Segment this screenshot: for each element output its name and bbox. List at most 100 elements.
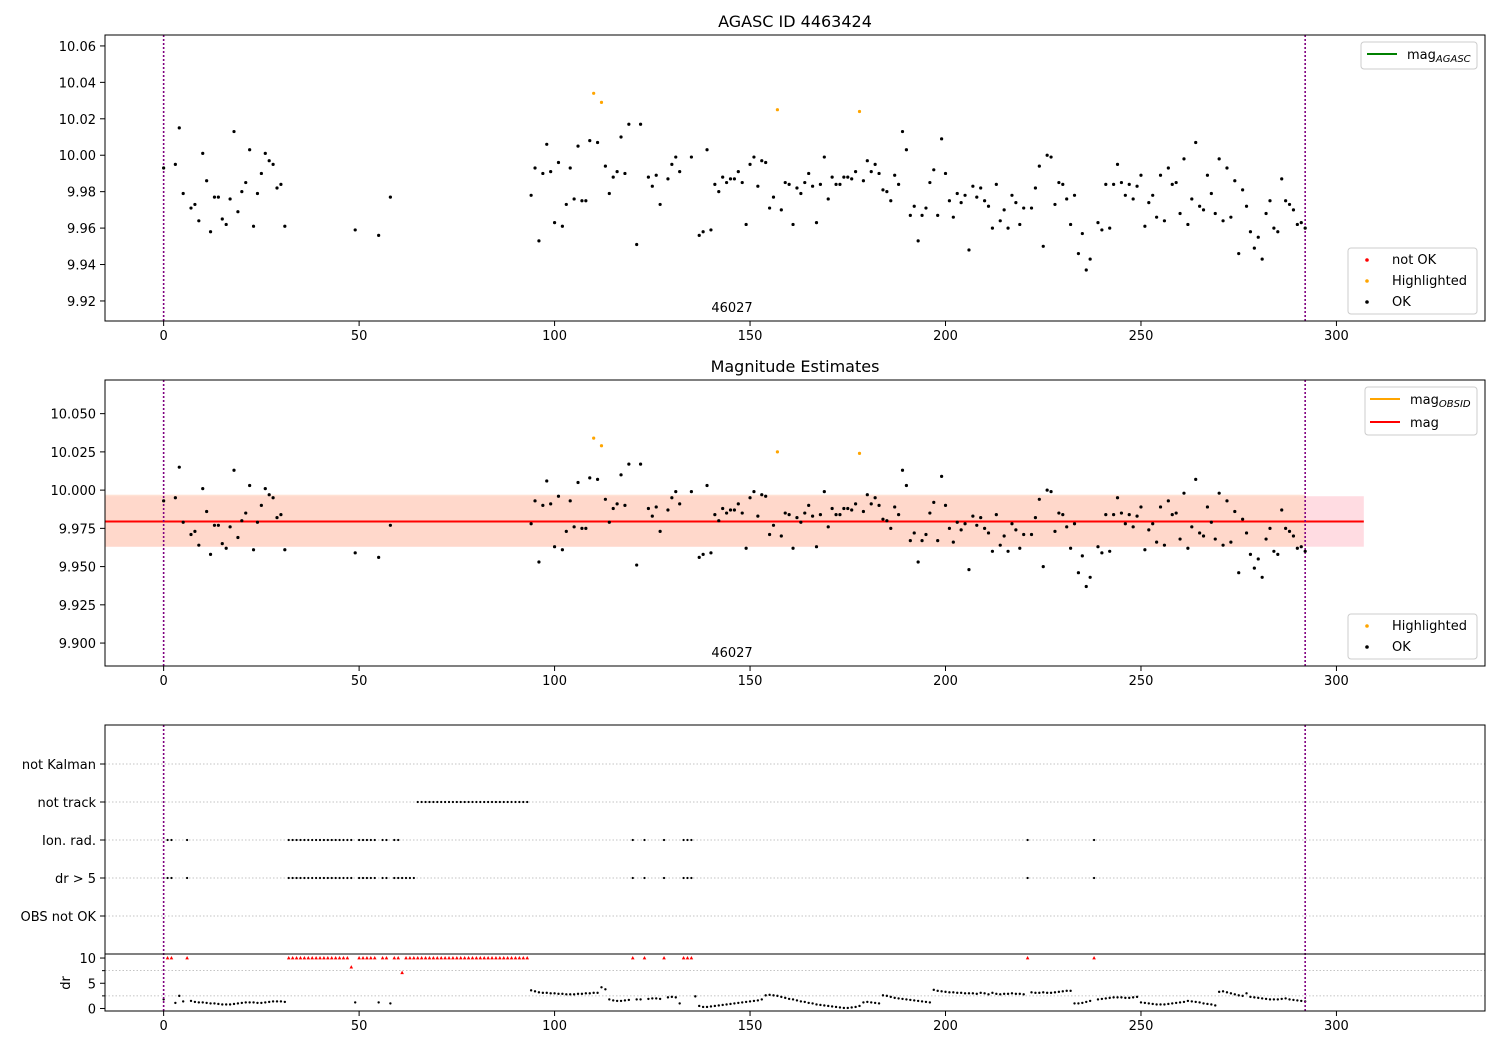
p3-dr-point-dr	[701, 1005, 705, 1009]
p3-dr-point-dr	[819, 1003, 822, 1007]
p3-flag-point-ion-rad	[170, 838, 173, 842]
p3-flag-point-dr-gt-5	[393, 876, 396, 880]
p3-flag-point-dr-gt-5	[1026, 876, 1029, 880]
p1-point-ok	[1170, 182, 1174, 186]
p2-point-ok	[1104, 512, 1108, 517]
p2-point-ok	[896, 512, 901, 517]
p1-point-ok	[979, 186, 983, 190]
p1-ytick-label: 10.02	[59, 113, 96, 128]
p2-point-ok	[803, 511, 807, 515]
p3-flag-point-ion-rad	[166, 838, 169, 842]
p3-dr-point-dr	[1006, 992, 1010, 996]
p3-dr-point-dr	[1085, 1000, 1088, 1004]
legend-highlighted-marker	[1365, 279, 1369, 283]
p2-point-ok	[810, 514, 815, 518]
panel1-legend-lower: not OK Highlighted OK	[1347, 247, 1478, 315]
p3-dr-point-dr	[635, 998, 638, 1001]
p1-xtick-label: 50	[351, 329, 368, 344]
legend-mag-agasc-label: magAGASC	[1407, 48, 1471, 65]
p3-dr-point-not-ok	[470, 956, 475, 960]
p1-point-ok	[1104, 182, 1108, 186]
p3-dr-point-not-ok	[365, 956, 369, 960]
p3-dr-point-not-ok	[318, 956, 322, 960]
p2-point-ok	[1225, 499, 1229, 503]
p1-point-ok	[607, 191, 611, 196]
p1-point-ok	[713, 182, 717, 186]
p3-category-label: OBS not OK	[21, 910, 97, 925]
p2-point-ok	[998, 543, 1002, 547]
p3-dr-point-dr	[991, 991, 994, 995]
p3-dr-point-dr	[752, 999, 756, 1003]
p2-point-ok	[236, 535, 240, 540]
p1-point-ok	[764, 160, 768, 165]
p3-dr-point-dr	[854, 1005, 857, 1009]
p2-point-ok	[705, 483, 709, 488]
p2-point-ok	[572, 525, 576, 529]
p3-dr-point-not-ok	[681, 956, 686, 960]
p2-point-ok	[251, 548, 256, 552]
p3-dr-point-dr	[846, 1006, 849, 1010]
p3-dr-point-dr	[1194, 1000, 1197, 1004]
p1-point-ok	[267, 159, 271, 163]
p3-flag-point-not-track	[506, 800, 509, 804]
p2-point-ok	[779, 534, 783, 538]
p3-dr-point-dr	[913, 999, 916, 1002]
p3-dr-point-dr	[772, 994, 775, 997]
p3-dr-point-dr	[733, 1002, 736, 1005]
p2-point-ok	[1287, 529, 1292, 534]
p2-point-ok	[1010, 522, 1014, 526]
p3-dr-point-dr	[1053, 991, 1057, 994]
p2-point-ok	[1041, 564, 1045, 569]
p1-point-ok	[201, 151, 205, 156]
p3-dr-point-dr	[1260, 997, 1264, 1000]
p2-point-ok	[537, 560, 541, 564]
p1-ytick-label: 10.00	[59, 149, 96, 164]
p3-flag-point-dr-gt-5	[1092, 876, 1096, 880]
p3-dr-point-dr	[1163, 1003, 1166, 1006]
p1-point-ok	[255, 191, 260, 196]
p3-dr-point-dr	[572, 993, 576, 996]
p3-flag-point-ion-rad	[365, 838, 369, 842]
p2-point-ok	[1002, 534, 1006, 538]
p3-flag-point-not-track	[455, 800, 458, 804]
p3-flag-point-ion-rad	[397, 838, 400, 842]
p3-flag-point-dr-gt-5	[346, 876, 349, 880]
p1-point-ok	[1291, 208, 1296, 212]
p1-point-ok	[595, 140, 600, 145]
p3-dr-point-not-ok	[408, 956, 412, 960]
p2-point-ok	[955, 520, 959, 524]
p2-point-ok	[580, 526, 584, 530]
p3-dr-point-dr	[1014, 992, 1018, 996]
p3-dr-point-dr	[1280, 997, 1283, 1001]
p2-point-ok	[1127, 512, 1131, 517]
p2-point-ok	[1166, 499, 1170, 503]
p1-point-ok	[549, 170, 553, 174]
p3-dr-point-not-ok	[404, 956, 408, 960]
p3-dr-point-dr	[1077, 1002, 1080, 1005]
p3-flag-point-dr-gt-5	[408, 876, 412, 880]
p2-point-ok	[1065, 525, 1069, 529]
p3-flag-point-ion-rad	[287, 838, 290, 842]
p3-dr-point-dr	[670, 995, 674, 999]
p3-flag-point-not-track	[510, 800, 513, 804]
p1-point-ok	[689, 155, 694, 159]
p2-point-ok	[1112, 512, 1116, 517]
panel-flags: OBS not OK dr > 5 Ion. rad. not track not Ka…	[21, 724, 1486, 1034]
p3-dr-point-dr	[580, 992, 584, 996]
p1-point-ok	[251, 224, 256, 228]
p1-point-highlighted	[592, 91, 596, 95]
p2-point-ok	[1272, 549, 1276, 553]
p3-dr-point-dr	[275, 1000, 279, 1003]
p1-point-ok	[850, 177, 854, 181]
p3-dr-point-not-ok	[525, 956, 530, 960]
p2-point-ok	[1248, 552, 1253, 556]
p3-dr-point-dr	[267, 1000, 271, 1004]
p2-point-ok	[717, 519, 721, 523]
p3-dr-point-not-ok	[349, 965, 354, 969]
p3-flag-point-not-track	[424, 800, 427, 804]
p3-dr-point-dr	[1276, 998, 1280, 1001]
p2-point-ok	[748, 496, 752, 500]
p2-point-ok	[986, 531, 991, 535]
p2-xtick-label: 50	[351, 674, 368, 689]
